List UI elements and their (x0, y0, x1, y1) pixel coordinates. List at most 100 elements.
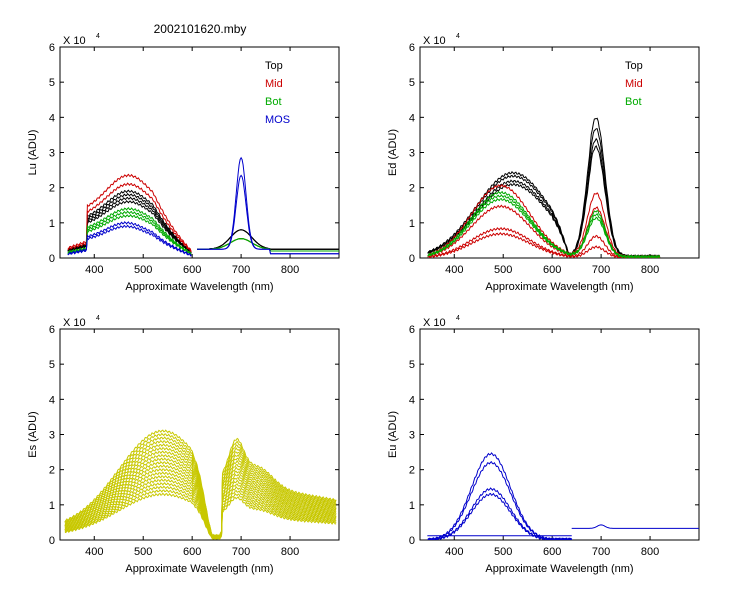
y-tick-label: 6 (49, 42, 55, 54)
y-tick-label: 4 (409, 112, 415, 124)
x-axis-label: Approximate Wavelength (nm) (485, 281, 633, 293)
x-tick-label: 800 (641, 546, 659, 558)
x-tick-label: 800 (641, 264, 659, 276)
series-line-mid (67, 182, 192, 253)
series-line-mos-red (197, 156, 339, 255)
x-tick-label: 700 (592, 264, 610, 276)
x-tick-label: 400 (85, 546, 103, 558)
series-line-es (64, 432, 337, 538)
multiplier-exponent: 4 (456, 315, 460, 322)
y-tick-label: 1 (49, 218, 55, 230)
x-tick-label: 400 (445, 264, 463, 276)
series-line-es (64, 439, 337, 538)
multiplier-exponent: 4 (96, 33, 100, 40)
series-line-bot (67, 207, 192, 255)
multiplier-label: X 10 (423, 317, 446, 329)
series-line-bot (67, 210, 192, 256)
y-axis-label: Es (ADU) (27, 411, 39, 457)
x-tick-label: 600 (183, 264, 201, 276)
series-line-top (67, 199, 192, 254)
legend-entry-mid: Mid (265, 78, 283, 90)
y-tick-label: 4 (49, 394, 55, 406)
series-line-es (64, 436, 337, 538)
series-line-es (64, 464, 337, 539)
chart-panel-es: 400 500 600 700 800 0 1 2 3 4 5 6 X 10 4 Approximate W… (27, 315, 340, 575)
axes-frame (419, 328, 700, 541)
y-tick-label: 0 (409, 253, 415, 265)
series-line-mos (67, 221, 192, 257)
x-tick-label: 700 (592, 546, 610, 558)
y-tick-label: 3 (49, 430, 55, 442)
y-tick-label: 1 (409, 500, 415, 512)
x-tick-label: 700 (232, 264, 250, 276)
series-line-bot (427, 197, 661, 258)
series-line-eu (427, 492, 573, 540)
series-line-top-red (197, 229, 339, 250)
series-line-bot (67, 213, 192, 256)
x-axis-label: Approximate Wavelength (nm) (125, 281, 273, 293)
multiplier-label: X 10 (63, 317, 86, 329)
y-tick-label: 1 (409, 218, 415, 230)
y-axis-label: Lu (ADU) (27, 130, 39, 176)
x-tick-label: 700 (232, 546, 250, 558)
y-tick-label: 2 (409, 183, 415, 195)
series-line-es (64, 460, 337, 539)
multiplier-exponent: 4 (456, 33, 460, 40)
series-line-top-red (197, 229, 339, 250)
y-tick-label: 5 (409, 359, 415, 371)
series-line-eu (427, 461, 572, 540)
y-tick-label: 3 (49, 148, 55, 160)
x-tick-label: 800 (281, 546, 299, 558)
multiplier-label: X 10 (423, 35, 446, 47)
y-tick-label: 5 (49, 359, 55, 371)
multiplier-exponent: 4 (96, 315, 100, 322)
y-tick-label: 5 (409, 77, 415, 89)
y-tick-label: 6 (49, 324, 55, 336)
y-tick-label: 2 (49, 465, 55, 477)
legend-entry-bot: Bot (265, 96, 282, 108)
x-tick-label: 600 (543, 546, 561, 558)
series-group (427, 117, 661, 258)
figure-title: 2002101620.mby (153, 22, 247, 36)
multiplier-label: X 10 (63, 35, 86, 47)
series-line-top-red (197, 229, 339, 250)
series-line-mos (67, 224, 192, 257)
x-tick-label: 800 (281, 264, 299, 276)
series-line-es (64, 467, 337, 540)
legend-entry-top: Top (625, 60, 643, 72)
series-line-eu-tail (571, 524, 699, 529)
chart-panel-ed: 400 500 600 700 800 0 1 2 3 4 5 6 X 10 4 Approximate W… (387, 33, 700, 293)
legend-entry-mos: MOS (265, 114, 290, 126)
series-group (64, 429, 337, 540)
series-line-es (64, 457, 337, 539)
series-line-es (64, 492, 337, 540)
y-tick-label: 6 (409, 324, 415, 336)
legend-entry-mid: Mid (625, 78, 643, 90)
series-line-es (64, 485, 337, 540)
y-axis-label: Ed (ADU) (387, 129, 399, 176)
y-tick-label: 1 (49, 500, 55, 512)
y-tick-label: 6 (409, 42, 415, 54)
legend-entry-bot: Bot (625, 96, 642, 108)
x-tick-label: 500 (494, 264, 512, 276)
series-line-top (67, 189, 192, 254)
series-line-top-red (197, 229, 339, 250)
x-tick-label: 500 (134, 264, 152, 276)
series-line-mos-red (197, 174, 339, 255)
series-line-es (64, 482, 337, 540)
series-group (427, 452, 699, 540)
series-line-mid (67, 173, 192, 252)
x-tick-label: 500 (494, 546, 512, 558)
series-line-es (64, 478, 337, 540)
series-line-mid (427, 231, 660, 258)
x-tick-label: 600 (183, 546, 201, 558)
y-tick-label: 3 (409, 148, 415, 160)
x-axis-label: Approximate Wavelength (nm) (125, 563, 273, 575)
chart-panel-lu: 400 500 600 700 800 0 1 2 3 4 5 6 X 10 4 Approximate W… (27, 33, 340, 293)
series-line-es (64, 489, 337, 540)
legend-entry-top: Top (265, 60, 283, 72)
y-tick-label: 4 (409, 394, 415, 406)
series-group (67, 156, 339, 257)
x-tick-label: 400 (85, 264, 103, 276)
